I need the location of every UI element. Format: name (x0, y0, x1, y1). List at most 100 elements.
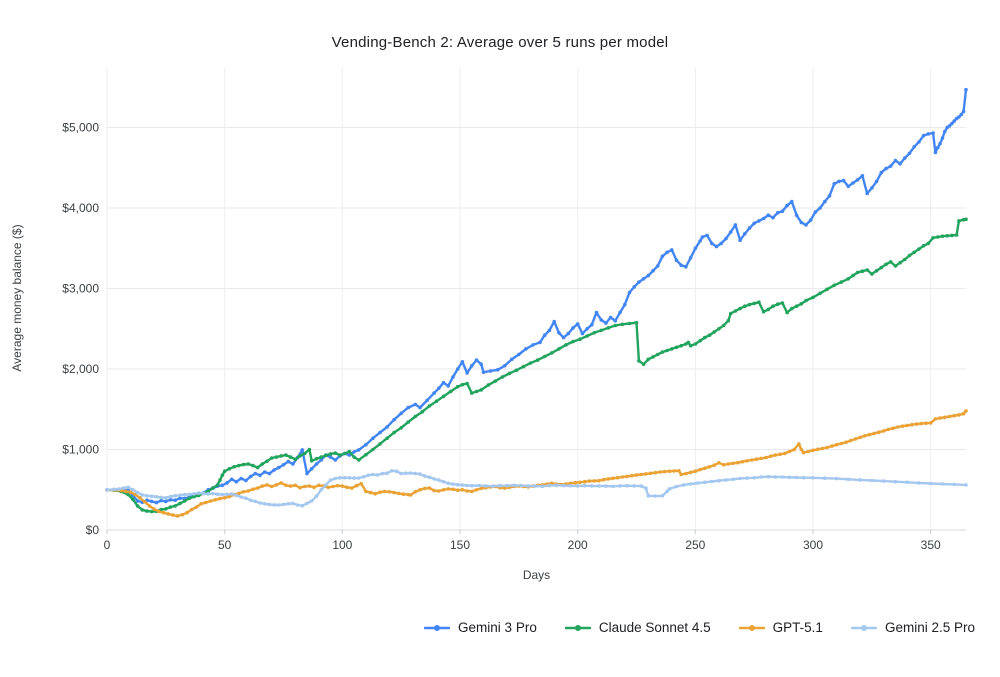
series-point-gpt-5-1 (573, 480, 578, 485)
series-point-gpt-5-1 (568, 481, 573, 486)
x-tick-label: 300 (803, 538, 823, 552)
series-point-gemini-3-pro (173, 498, 177, 503)
series-point-gemini-2-5-pro (267, 502, 272, 507)
series-point-gemini-2-5-pro (667, 487, 672, 491)
series-point-gemini-2-5-pro (427, 475, 432, 480)
series-line-gemini-3-pro (105, 88, 968, 504)
series-point-gemini-3-pro (917, 140, 921, 144)
series-point-claude-sonnet-4-5 (665, 348, 669, 353)
series-point-gpt-5-1 (693, 469, 698, 474)
series-point-gpt-5-1 (787, 449, 792, 454)
series-point-gpt-5-1 (142, 500, 147, 504)
series-point-gemini-2-5-pro (512, 483, 516, 488)
series-point-gemini-2-5-pro (418, 472, 422, 476)
x-tick-label: 50 (218, 538, 232, 552)
series-point-claude-sonnet-4-5 (775, 302, 780, 307)
series-point-gemini-2-5-pro (724, 478, 728, 482)
x-tick-label: 350 (921, 538, 941, 552)
series-point-gemini-2-5-pro (604, 484, 608, 488)
series-point-gemini-3-pro (580, 331, 585, 336)
series-point-gpt-5-1 (378, 490, 382, 495)
series-point-claude-sonnet-4-5 (550, 351, 554, 355)
series-point-gemini-3-pro (510, 357, 514, 362)
series-point-gpt-5-1 (924, 421, 928, 426)
series-point-claude-sonnet-4-5 (585, 334, 589, 338)
series-point-claude-sonnet-4-5 (441, 394, 446, 399)
series-point-gemini-3-pro (314, 462, 319, 466)
series-point-gemini-2-5-pro (385, 471, 389, 476)
series-point-gpt-5-1 (703, 466, 707, 471)
series-point-gpt-5-1 (620, 475, 625, 479)
series-point-gemini-2-5-pro (653, 494, 658, 498)
series-point-claude-sonnet-4-5 (192, 494, 196, 499)
series-point-gpt-5-1 (961, 411, 966, 416)
series-point-gemini-2-5-pro (625, 483, 629, 488)
series-point-gpt-5-1 (811, 448, 815, 453)
series-point-gemini-2-5-pro (644, 486, 648, 490)
series-point-claude-sonnet-4-5 (571, 339, 575, 344)
series-point-claude-sonnet-4-5 (265, 459, 269, 464)
series-point-gemini-3-pro (832, 182, 836, 186)
legend-item-gemini-3-pro: Gemini 3 Pro (424, 620, 537, 635)
series-point-gemini-2-5-pro (178, 493, 182, 498)
series-point-gemini-3-pro (719, 241, 723, 246)
series-point-claude-sonnet-4-5 (211, 486, 215, 490)
series-point-gpt-5-1 (853, 437, 858, 441)
series-line-gpt-5-1 (105, 409, 968, 518)
series-point-claude-sonnet-4-5 (227, 467, 232, 471)
series-point-gemini-3-pro (674, 258, 679, 263)
series-point-gpt-5-1 (432, 488, 436, 493)
series-point-gemini-3-pro (670, 248, 674, 252)
series-point-claude-sonnet-4-5 (945, 234, 949, 238)
series-point-gpt-5-1 (688, 470, 693, 475)
series-point-gemini-2-5-pro (582, 483, 587, 488)
series-point-claude-sonnet-4-5 (474, 389, 479, 394)
series-point-gemini-3-pro (557, 331, 561, 335)
series-point-gpt-5-1 (910, 422, 914, 427)
series-point-gemini-3-pro (926, 132, 931, 136)
series-point-gemini-2-5-pro (159, 495, 163, 500)
series-point-gemini-3-pro (437, 386, 441, 391)
series-point-gpt-5-1 (455, 488, 460, 493)
series-point-gpt-5-1 (644, 472, 648, 476)
series-point-gpt-5-1 (896, 425, 900, 429)
series-point-claude-sonnet-4-5 (898, 260, 902, 265)
series-point-gemini-3-pro (328, 455, 333, 459)
series-point-gemini-2-5-pro (858, 478, 862, 482)
series-point-gemini-3-pro (272, 468, 276, 472)
series-point-gemini-3-pro (860, 174, 865, 178)
series-point-gpt-5-1 (502, 486, 507, 490)
series-point-gemini-3-pro (936, 145, 940, 150)
series-point-gemini-3-pro (470, 364, 474, 368)
series-point-gemini-3-pro (632, 285, 636, 289)
series-point-claude-sonnet-4-5 (912, 250, 916, 255)
series-point-gemini-2-5-pro (441, 479, 446, 484)
series-point-gemini-3-pro (738, 238, 742, 242)
series-point-gpt-5-1 (427, 486, 432, 490)
series-point-gpt-5-1 (947, 414, 952, 419)
series-point-gemini-2-5-pro (575, 484, 580, 488)
series-point-gemini-3-pro (229, 477, 234, 482)
series-point-gpt-5-1 (863, 434, 867, 438)
series-point-gemini-2-5-pro (465, 483, 469, 488)
series-point-gemini-3-pro (627, 290, 632, 295)
series-point-claude-sonnet-4-5 (860, 269, 865, 274)
series-point-gemini-2-5-pro (262, 502, 267, 506)
series-point-gemini-2-5-pro (375, 473, 380, 477)
series-point-gpt-5-1 (479, 486, 484, 491)
series-point-gpt-5-1 (952, 413, 956, 418)
series-point-gemini-3-pro (220, 483, 225, 488)
series-point-gemini-3-pro (733, 223, 738, 227)
series-point-gemini-3-pro (413, 402, 418, 407)
series-point-gemini-2-5-pro (540, 484, 545, 489)
series-point-gpt-5-1 (578, 480, 582, 485)
series-point-gpt-5-1 (783, 451, 787, 456)
series-line-gemini-2-5-pro (105, 469, 968, 507)
series-point-claude-sonnet-4-5 (460, 382, 465, 387)
series-point-gemini-2-5-pro (780, 475, 785, 479)
series-point-gemini-2-5-pro (632, 484, 636, 488)
series-point-gpt-5-1 (872, 431, 876, 436)
series-point-gemini-3-pro (286, 459, 291, 464)
series-point-gemini-2-5-pro (794, 475, 799, 480)
series-point-gemini-3-pro (879, 170, 884, 175)
